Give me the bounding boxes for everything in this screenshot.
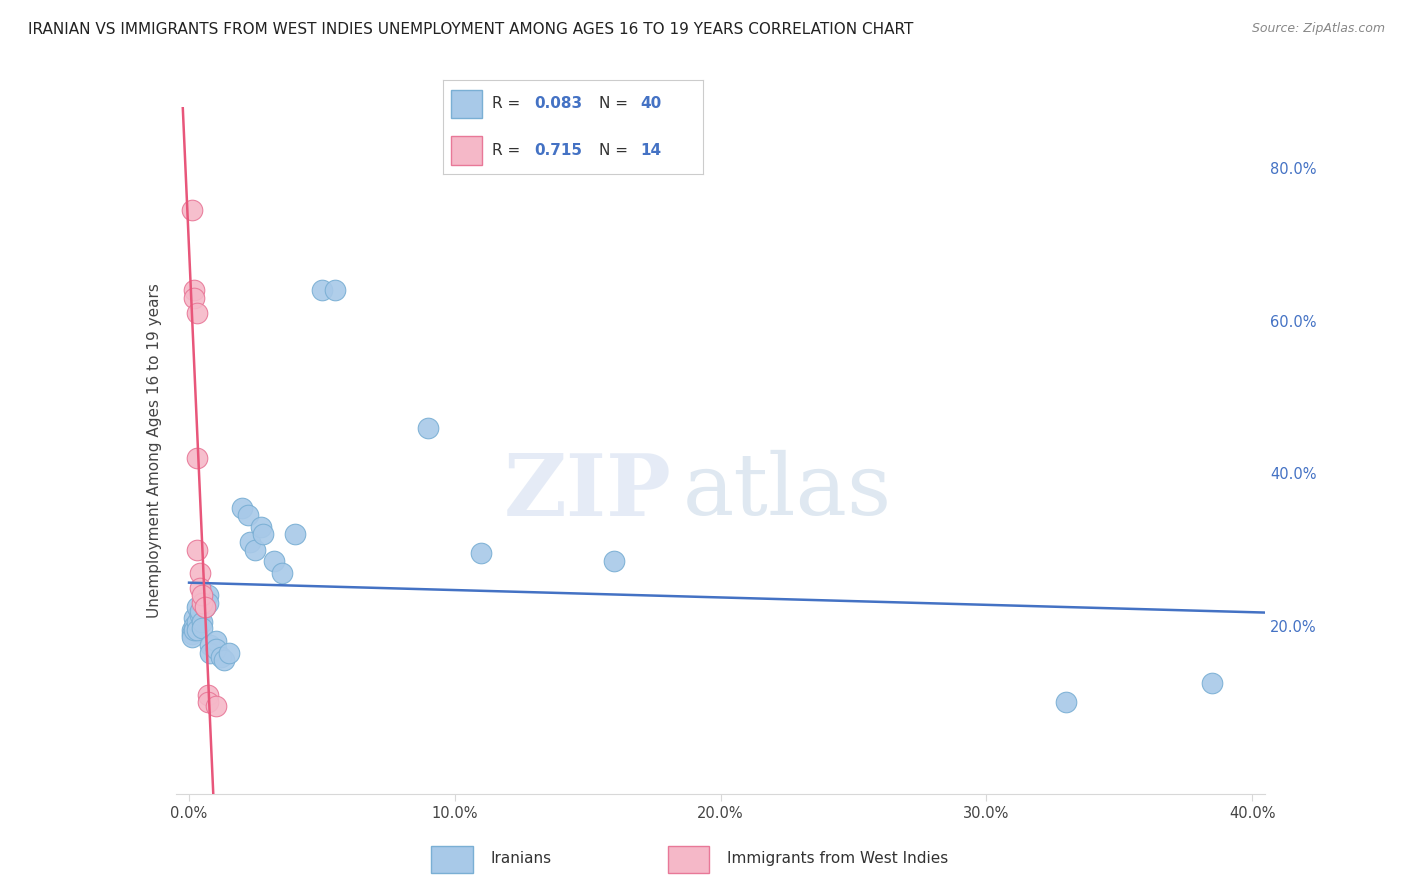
Point (323, 283, 346, 297)
Point (200, 646, 222, 660)
Text: Iranians: Iranians (491, 851, 551, 866)
Point (197, 688, 219, 702)
Point (180, 623, 202, 637)
Text: 0.715: 0.715 (534, 143, 582, 158)
Point (284, 527, 307, 541)
Point (197, 695, 219, 709)
Point (188, 607, 211, 622)
Text: Immigrants from West Indies: Immigrants from West Indies (727, 851, 948, 866)
Text: N =: N = (599, 143, 633, 158)
Point (209, 649, 232, 664)
Text: Source: ZipAtlas.com: Source: ZipAtlas.com (1251, 22, 1385, 36)
Point (183, 623, 205, 637)
Point (194, 599, 217, 614)
Point (204, 634, 226, 648)
Point (271, 566, 294, 580)
Point (183, 283, 205, 297)
Point (186, 451, 208, 466)
Point (183, 611, 205, 625)
Point (186, 599, 208, 614)
Point (1201, 676, 1223, 690)
Point (180, 202, 202, 217)
Point (191, 615, 214, 630)
Point (180, 626, 202, 640)
Point (204, 641, 226, 656)
Point (194, 592, 217, 607)
Text: ZIP: ZIP (503, 450, 672, 533)
Point (418, 420, 440, 434)
Point (188, 604, 211, 618)
Point (239, 535, 262, 549)
Point (180, 631, 202, 645)
Text: R =: R = (492, 96, 526, 112)
Text: R =: R = (492, 143, 526, 158)
FancyBboxPatch shape (451, 136, 482, 164)
Point (200, 638, 222, 652)
Point (186, 542, 208, 557)
Point (194, 599, 217, 614)
Y-axis label: Unemployment Among Ages 16 to 19 years: Unemployment Among Ages 16 to 19 years (146, 283, 162, 618)
Text: N =: N = (599, 96, 633, 112)
Point (183, 291, 205, 305)
Point (249, 520, 271, 534)
Text: IRANIAN VS IMMIGRANTS FROM WEST INDIES UNEMPLOYMENT AMONG AGES 16 TO 19 YEARS CO: IRANIAN VS IMMIGRANTS FROM WEST INDIES U… (28, 22, 914, 37)
Point (186, 623, 208, 637)
Point (204, 699, 226, 714)
Point (245, 542, 267, 557)
Point (183, 619, 205, 633)
Point (263, 554, 285, 568)
FancyBboxPatch shape (432, 847, 472, 873)
Point (197, 589, 219, 603)
Point (470, 546, 492, 561)
Point (186, 615, 208, 630)
Point (186, 306, 208, 320)
Text: 0.083: 0.083 (534, 96, 582, 112)
Point (1054, 695, 1077, 709)
Point (188, 566, 211, 580)
Text: atlas: atlas (682, 450, 891, 533)
Text: 14: 14 (641, 143, 662, 158)
Point (188, 581, 211, 595)
Text: 40: 40 (641, 96, 662, 112)
Point (218, 646, 240, 660)
Point (231, 500, 253, 515)
Point (212, 653, 235, 667)
Point (603, 554, 626, 568)
Point (191, 589, 214, 603)
Point (191, 596, 214, 610)
Point (311, 283, 333, 297)
Point (252, 527, 274, 541)
Point (236, 508, 259, 523)
Point (191, 620, 214, 634)
Point (197, 596, 219, 610)
FancyBboxPatch shape (668, 847, 709, 873)
FancyBboxPatch shape (451, 89, 482, 118)
